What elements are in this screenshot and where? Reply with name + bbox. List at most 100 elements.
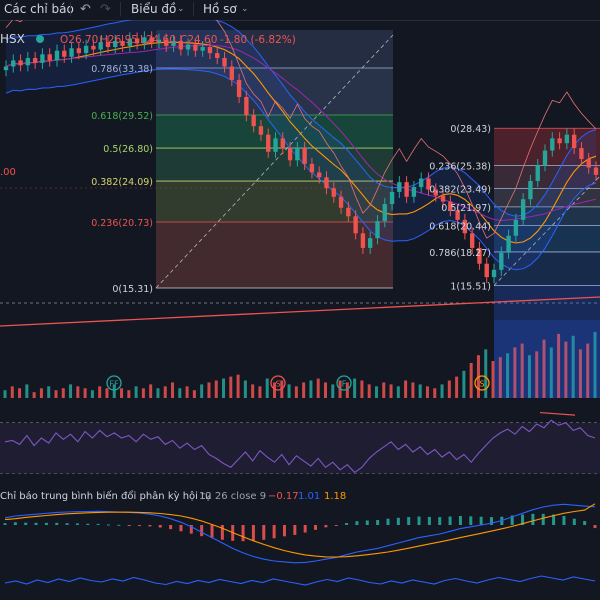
- volume-bar: [353, 378, 357, 398]
- volume-bar: [258, 386, 262, 398]
- volume-bar: [171, 382, 175, 398]
- volume-bar: [120, 388, 124, 398]
- volume-bar: [214, 380, 218, 398]
- volume-bar: [265, 378, 269, 398]
- fib-right-zone: [494, 225, 600, 252]
- macd-histogram-bar: [345, 523, 349, 525]
- fib-left-trend-line: [155, 34, 394, 289]
- legend-high: H26.95: [100, 34, 138, 46]
- volume-bar: [593, 331, 597, 398]
- undo-icon[interactable]: ↶: [80, 2, 91, 17]
- fib-right-label: 0.5(21.97): [441, 203, 491, 214]
- volume-bar: [294, 386, 298, 398]
- volume-bar: [433, 388, 437, 398]
- fib-right-zone-bottom: [494, 285, 600, 398]
- candle-body: [251, 115, 256, 127]
- volume-bar: [192, 390, 196, 398]
- volume-bar: [382, 382, 386, 398]
- candle-body: [142, 37, 147, 44]
- moving-average-slow: [5, 44, 597, 222]
- fib-right-label: 0.236(25.38): [429, 161, 491, 172]
- volume-bar: [367, 384, 371, 398]
- candle-body: [185, 44, 191, 50]
- cloud-upper-line: [5, 20, 597, 239]
- volume-bar: [243, 380, 247, 398]
- macd-histogram-bar: [417, 516, 421, 525]
- candle-body: [113, 40, 118, 48]
- volume-bar: [3, 390, 7, 398]
- candle-body: [375, 221, 380, 239]
- macd-histogram-bar: [24, 522, 28, 525]
- candle-body: [62, 50, 67, 57]
- candle-body: [535, 165, 540, 181]
- candle-body: [469, 233, 475, 248]
- candle-body: [353, 216, 358, 234]
- volume-bar: [586, 343, 590, 398]
- volume-bar: [105, 388, 109, 398]
- volume-bar: [542, 339, 546, 398]
- legend-open: O26.70: [60, 34, 98, 46]
- candle-body: [440, 195, 446, 202]
- volume-bar: [440, 384, 444, 398]
- signal-marker-label: S: [479, 380, 484, 389]
- macd-histogram-bar: [541, 513, 545, 525]
- macd-histogram-bar: [427, 516, 431, 525]
- macd-histogram-bar: [107, 524, 111, 526]
- volume-bar: [535, 351, 539, 398]
- macd-histogram-bar: [44, 522, 48, 525]
- candle-body: [557, 138, 562, 144]
- volume-bar: [90, 390, 94, 398]
- volume-bar: [200, 384, 204, 398]
- volume-bar: [557, 333, 561, 398]
- profile-menu-button[interactable]: Hồ sơ: [203, 2, 237, 16]
- chevron-down-icon[interactable]: ⌄: [241, 4, 249, 14]
- volume-bar: [469, 363, 473, 398]
- macd-histogram-bar: [158, 525, 162, 528]
- candle-body: [389, 191, 395, 205]
- candle-body: [222, 58, 227, 67]
- candle-body: [236, 79, 242, 97]
- chevron-down-icon[interactable]: ⌄: [177, 4, 185, 14]
- macd-histogram-bar: [396, 517, 400, 525]
- candle-body: [215, 53, 220, 58]
- candle-body: [528, 180, 533, 200]
- indicators-button[interactable]: Các chỉ báo: [4, 2, 74, 16]
- volume-bar: [309, 380, 313, 398]
- macd-histogram-bar: [262, 525, 266, 540]
- chart-menu-button[interactable]: Biểu đồ: [131, 2, 177, 16]
- volume-bar: [360, 380, 364, 398]
- signal-marker-label: F: [342, 380, 347, 389]
- fib-right-label: 0(28.43): [450, 124, 491, 135]
- macd-histogram-bar: [448, 516, 452, 525]
- candle-body: [309, 163, 315, 173]
- macd-signal-line: [4, 503, 596, 558]
- fib-right-label: 0.382(23.49): [429, 184, 491, 195]
- fib-left-zone: [156, 67, 393, 115]
- chart-canvas[interactable]: 0.786(33.38) 0.618(29.52) 0.5(26.80) 0.382(…: [0, 20, 600, 600]
- volume-bar: [396, 386, 400, 398]
- volume-bar: [571, 335, 575, 398]
- volume-bar: [520, 343, 524, 398]
- fib-right-zone: [494, 206, 600, 226]
- volume-bar: [39, 388, 43, 398]
- volume-bar: [323, 382, 327, 398]
- candle-body: [120, 40, 125, 46]
- candle-body: [25, 58, 31, 66]
- macd-histogram-bar: [334, 525, 338, 526]
- fib-right-zone: [494, 188, 600, 207]
- fib-left-zone: [156, 181, 393, 222]
- candle-body: [477, 247, 482, 264]
- candle-body: [134, 38, 140, 44]
- candle-body: [193, 44, 198, 51]
- volume-highlight-zone: [494, 320, 600, 398]
- volume-bar: [178, 388, 182, 398]
- redo-icon[interactable]: ↷: [100, 2, 111, 17]
- legend-change: -1.80 (-6.82%): [220, 34, 296, 46]
- candle-body: [411, 187, 417, 197]
- symbol-label: HSX: [0, 32, 25, 46]
- macd-histogram-bar: [531, 513, 535, 525]
- fib-left-label: 0.5(26.80): [103, 144, 153, 155]
- volume-bar: [69, 384, 73, 398]
- volume-bar: [513, 347, 517, 398]
